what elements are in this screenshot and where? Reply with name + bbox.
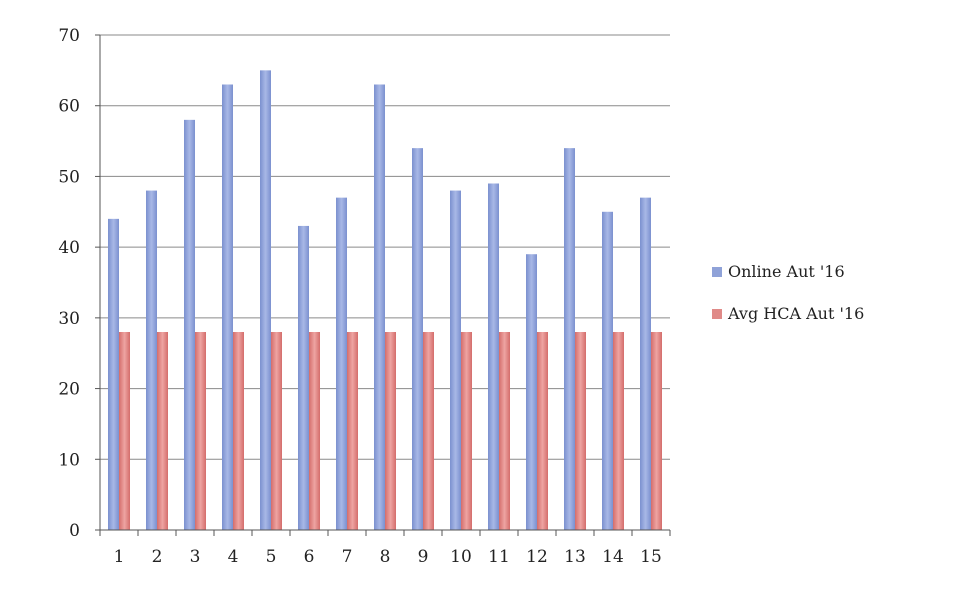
bar-online-8 [374, 84, 385, 530]
bar-online-6 [298, 225, 309, 530]
bar-avg-hca-3 [195, 332, 206, 530]
bar-avg-hca-10 [461, 332, 472, 530]
x-tick-label: 7 [342, 547, 353, 567]
x-tick-label: 1 [114, 547, 125, 567]
y-tick-labels: 0 10 20 30 40 50 60 70 [58, 26, 80, 541]
y-tick-label: 70 [58, 26, 80, 46]
y-tick-label: 10 [58, 450, 80, 470]
legend-swatch [712, 309, 722, 319]
x-tick-label: 9 [418, 547, 429, 567]
bar-avg-hca-13 [575, 332, 586, 530]
bar-avg-hca-4 [233, 332, 244, 530]
y-tick-label: 60 [58, 97, 80, 117]
bar-online-5 [260, 70, 271, 530]
bar-avg-hca-5 [271, 332, 282, 530]
x-tick-label: 8 [380, 547, 391, 567]
y-tick-label: 40 [58, 238, 80, 258]
legend-label: Online Aut '16 [728, 262, 845, 281]
bars [108, 70, 662, 531]
bar-avg-hca-9 [423, 332, 434, 530]
y-tick-label: 50 [58, 167, 80, 187]
y-tick-label: 0 [69, 521, 80, 541]
bar-avg-hca-8 [385, 332, 396, 530]
x-tick-label: 3 [190, 547, 201, 567]
bar-avg-hca-1 [119, 332, 130, 530]
bar-online-3 [184, 119, 195, 530]
bar-online-14 [602, 211, 613, 531]
bar-online-9 [412, 148, 423, 530]
bar-avg-hca-15 [651, 332, 662, 530]
bar-online-12 [526, 254, 537, 530]
y-tick-label: 30 [58, 309, 80, 329]
y-tick-label: 20 [58, 380, 80, 400]
legend: Online Aut '16 Avg HCA Aut '16 [712, 262, 864, 323]
x-tick-label: 4 [228, 547, 239, 567]
bar-online-1 [108, 218, 119, 530]
x-tick-label: 6 [304, 547, 315, 567]
bar-avg-hca-6 [309, 332, 320, 530]
bar-avg-hca-12 [537, 332, 548, 530]
x-tick-label: 15 [640, 547, 662, 567]
x-tick-label: 5 [266, 547, 277, 567]
x-tick-label: 12 [526, 547, 548, 567]
bar-avg-hca-2 [157, 332, 168, 530]
bar-avg-hca-14 [613, 332, 624, 530]
x-tick-label: 11 [488, 547, 510, 567]
x-tick-label: 10 [450, 547, 472, 567]
bar-online-13 [564, 148, 575, 530]
x-tick-label: 2 [152, 547, 163, 567]
x-tick-labels: 1 2 3 4 5 6 7 8 9 10 11 12 13 14 15 [114, 547, 662, 567]
bar-online-7 [336, 197, 347, 530]
x-tick-label: 14 [602, 547, 624, 567]
bar-online-4 [222, 84, 233, 530]
x-tick-label: 13 [564, 547, 586, 567]
axes [95, 34, 671, 536]
bar-online-15 [640, 197, 651, 530]
bar-online-10 [450, 190, 461, 531]
legend-swatch [712, 267, 722, 277]
bar-avg-hca-11 [499, 332, 510, 530]
bar-online-2 [146, 190, 157, 531]
bar-online-11 [488, 183, 499, 530]
bar-avg-hca-7 [347, 332, 358, 530]
legend-label: Avg HCA Aut '16 [727, 304, 864, 323]
